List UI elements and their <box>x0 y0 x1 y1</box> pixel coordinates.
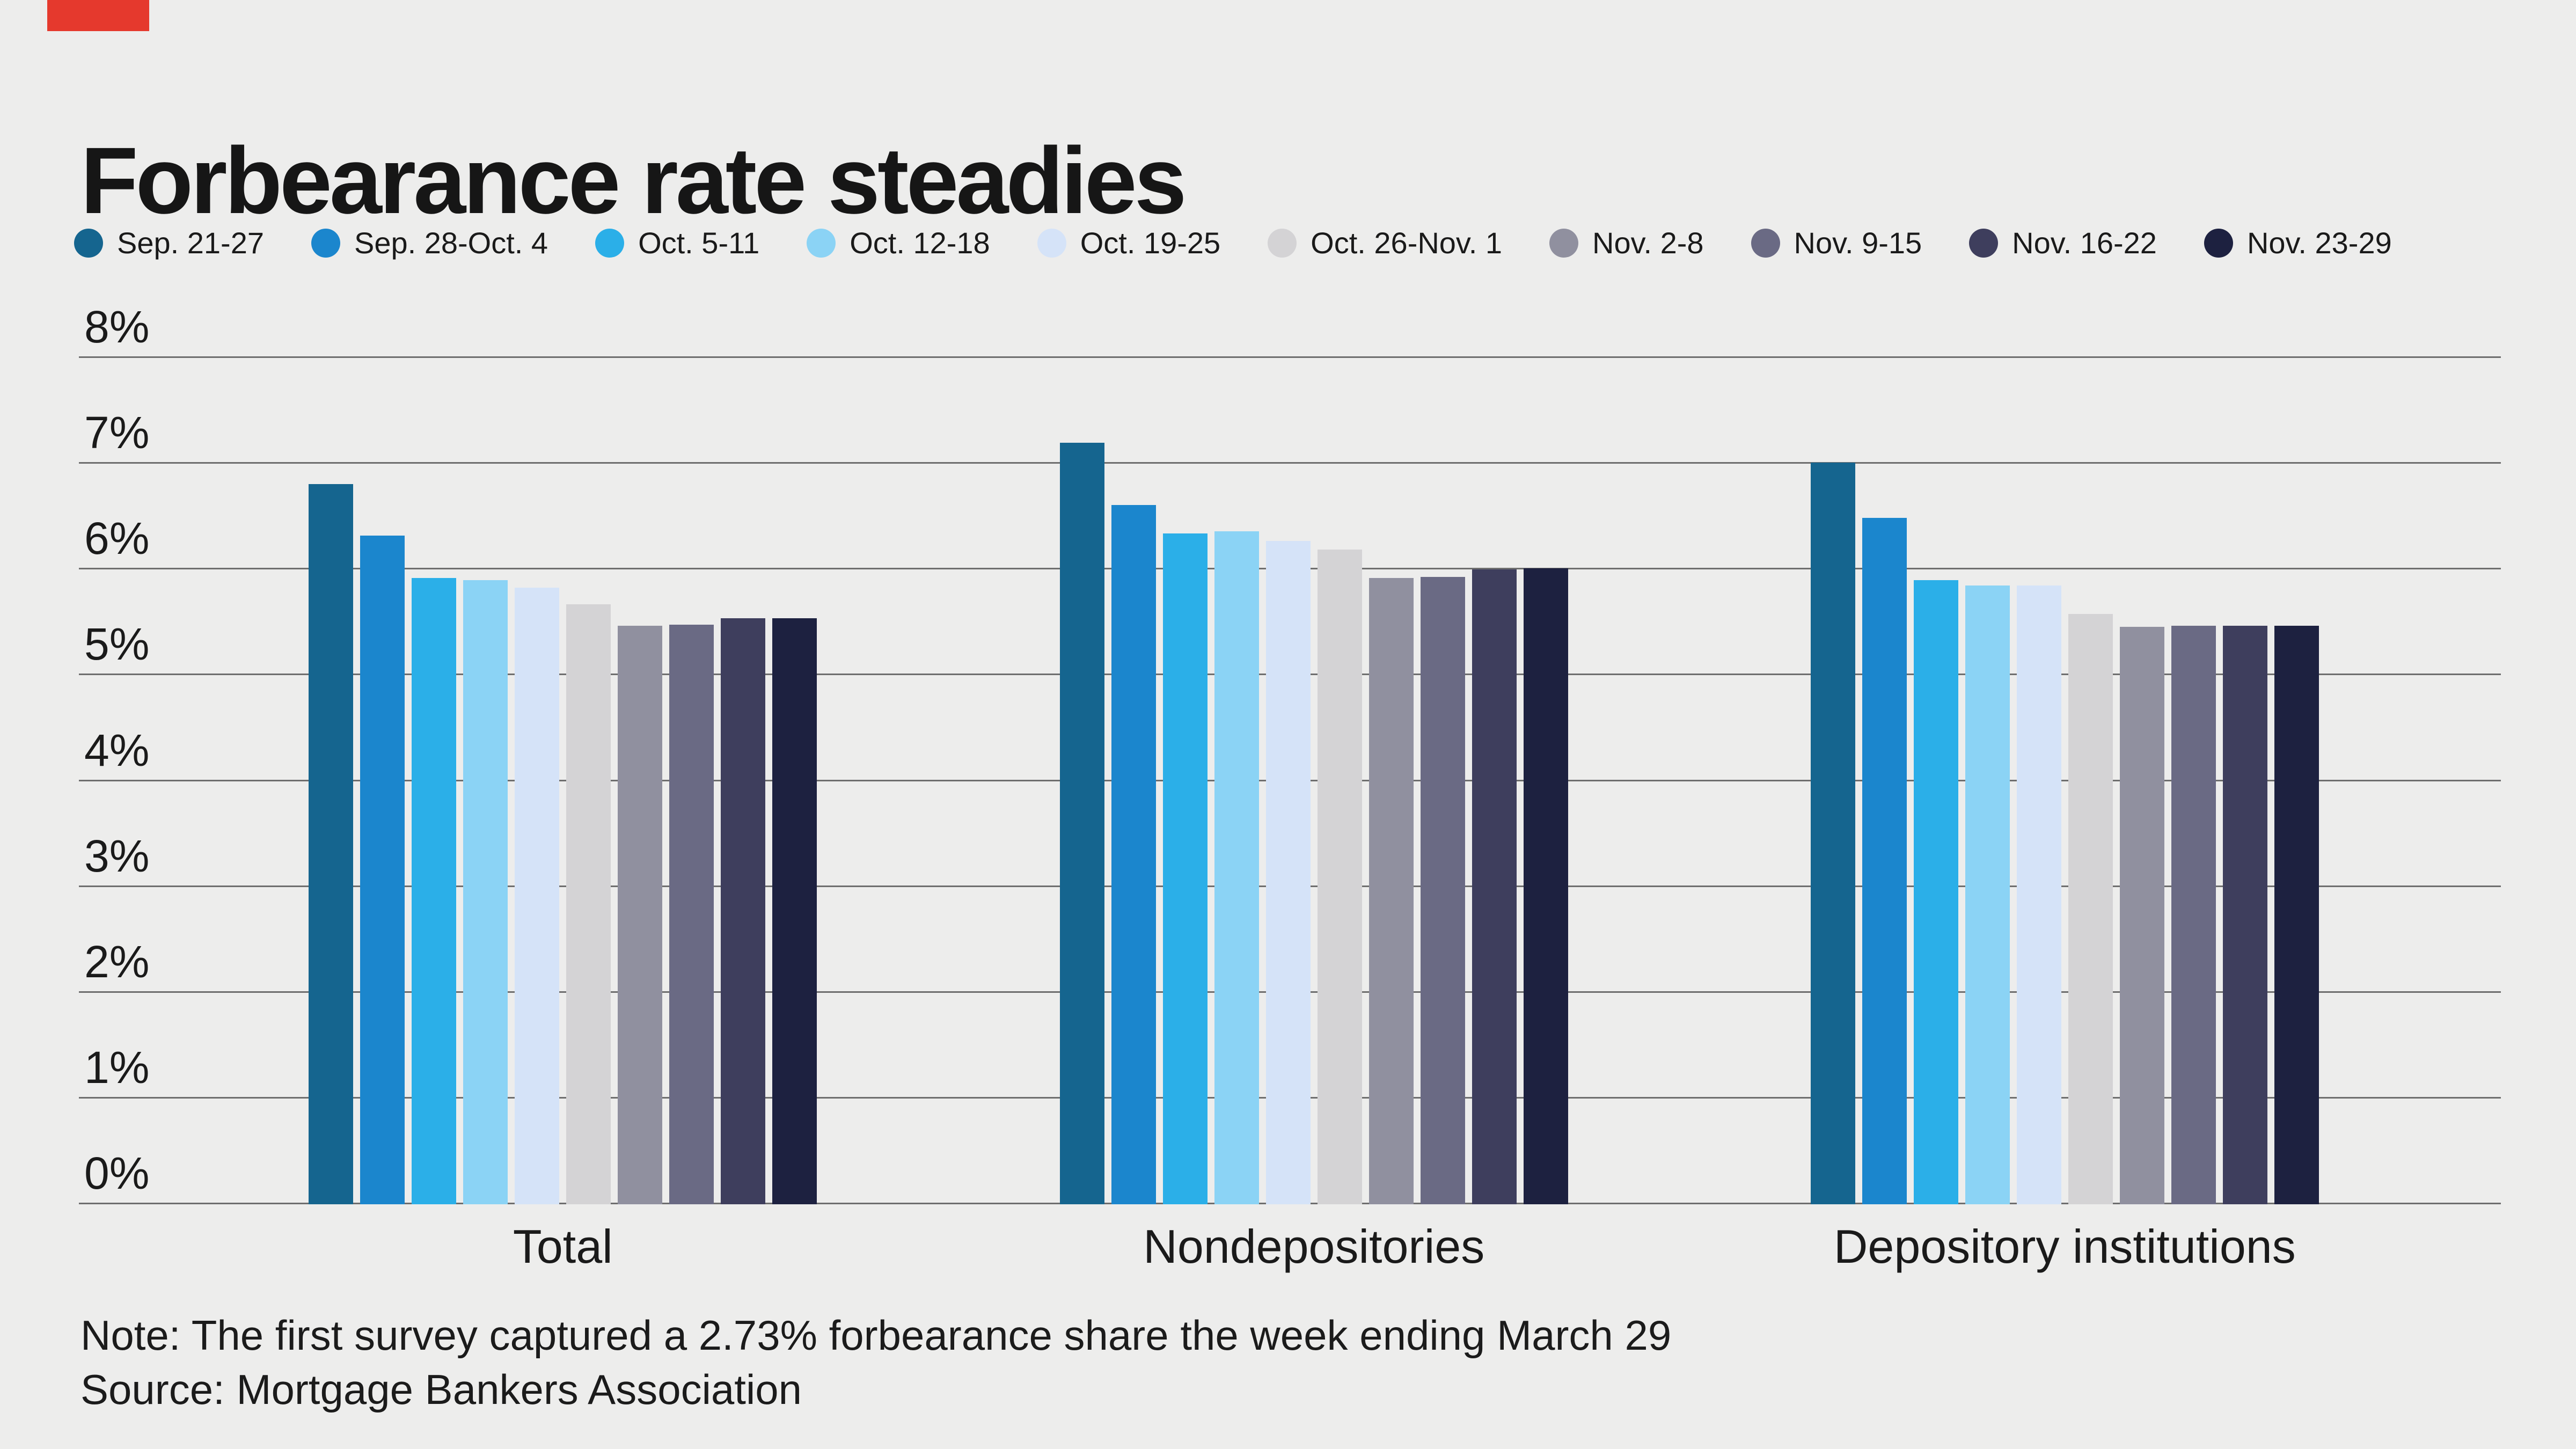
bar <box>1265 541 1311 1204</box>
bar <box>1111 505 1156 1204</box>
y-axis-label: 5% <box>84 619 150 670</box>
bar-group: Total <box>309 358 817 1273</box>
bar <box>721 618 766 1204</box>
legend-item: Oct. 19-25 <box>1037 225 1220 260</box>
bar-group: Nondepositories <box>1059 358 1568 1273</box>
accent-mark <box>47 0 149 31</box>
legend-dot-icon <box>1751 228 1780 258</box>
bar <box>1913 580 1958 1204</box>
y-axis-label: 2% <box>84 936 150 987</box>
legend-item: Oct. 5-11 <box>595 225 759 260</box>
legend-item: Oct. 12-18 <box>807 225 990 260</box>
y-axis-label: 6% <box>84 513 150 564</box>
legend-dot-icon <box>1549 228 1579 258</box>
bar <box>1162 533 1208 1204</box>
bar <box>515 587 560 1204</box>
y-axis-label: 0% <box>84 1148 150 1198</box>
y-axis-label: 4% <box>84 724 150 775</box>
legend-item: Sep. 21-27 <box>74 225 264 260</box>
bar <box>618 625 663 1204</box>
bar <box>1420 577 1465 1204</box>
legend-item: Oct. 26-Nov. 1 <box>1268 225 1502 260</box>
legend-dot-icon <box>2204 228 2233 258</box>
legend-label: Nov. 2-8 <box>1592 226 1704 260</box>
bar <box>1059 442 1104 1204</box>
note-text: Note: The first survey captured a 2.73% … <box>80 1312 1672 1359</box>
bar <box>2016 585 2061 1204</box>
legend-item: Nov. 16-22 <box>1969 225 2157 260</box>
x-axis-label: Total <box>513 1220 613 1273</box>
legend-label: Nov. 9-15 <box>1794 226 1922 260</box>
legend-dot-icon <box>1268 228 1297 258</box>
x-axis-label: Depository institutions <box>1833 1220 2296 1273</box>
bar <box>566 604 611 1204</box>
legend-label: Oct. 12-18 <box>850 226 990 260</box>
legend-label: Nov. 16-22 <box>2012 226 2157 260</box>
legend-label: Sep. 28-Oct. 4 <box>354 226 548 260</box>
bar <box>1965 585 2010 1204</box>
legend-dot-icon <box>1037 228 1066 258</box>
bar <box>1810 463 1855 1204</box>
bar <box>772 618 817 1204</box>
gridline <box>79 356 2501 358</box>
y-axis-label: 8% <box>84 302 150 352</box>
legend-label: Nov. 23-29 <box>2246 226 2392 260</box>
footnote: Note: The first survey captured a 2.73% … <box>80 1308 1671 1417</box>
legend-label: Sep. 21-27 <box>117 226 264 260</box>
legend-label: Oct. 19-25 <box>1080 226 1221 260</box>
legend-item: Nov. 23-29 <box>2204 225 2392 260</box>
bar <box>1862 517 1907 1204</box>
bar <box>2171 625 2216 1204</box>
legend-dot-icon <box>595 228 625 258</box>
bar <box>2222 625 2267 1204</box>
bar <box>1214 531 1259 1204</box>
gridline <box>79 462 2501 464</box>
bar <box>463 580 508 1204</box>
y-axis-label: 1% <box>84 1042 150 1093</box>
source-text: Source: Mortgage Bankers Association <box>80 1366 802 1414</box>
bar <box>669 624 714 1204</box>
bar-group: Depository institutions <box>1810 358 2319 1273</box>
bar <box>412 578 457 1204</box>
page-title: Forbearance rate steadies <box>80 128 1187 233</box>
y-axis-label: 3% <box>84 830 150 881</box>
bar <box>2068 614 2113 1204</box>
bar <box>1368 578 1414 1204</box>
y-axis-label: 7% <box>84 407 150 458</box>
legend-label: Oct. 5-11 <box>638 226 760 260</box>
legend-item: Nov. 9-15 <box>1751 225 1922 260</box>
bar <box>2119 626 2164 1204</box>
bar <box>360 536 405 1204</box>
plot-area: 0% 1% 2% 3% 4% 5% 6% 7% 8% Total Nondepositories De… <box>79 304 2501 1273</box>
legend-item: Nov. 2-8 <box>1549 225 1704 260</box>
legend-item: Sep. 28-Oct. 4 <box>311 225 548 260</box>
bar <box>2274 625 2319 1204</box>
legend-label: Oct. 26-Nov. 1 <box>1311 226 1503 260</box>
legend-dot-icon <box>807 228 836 258</box>
bar <box>1523 568 1568 1204</box>
legend-dot-icon <box>74 228 103 258</box>
bar <box>1317 549 1362 1204</box>
bar <box>1472 569 1517 1204</box>
legend-dot-icon <box>1969 228 1999 258</box>
bar <box>309 484 354 1204</box>
legend-dot-icon <box>311 228 340 258</box>
x-axis-label: Nondepositories <box>1143 1220 1485 1273</box>
legend: Sep. 21-27 Sep. 28-Oct. 4 Oct. 5-11 Oct. 12… <box>74 225 2521 260</box>
